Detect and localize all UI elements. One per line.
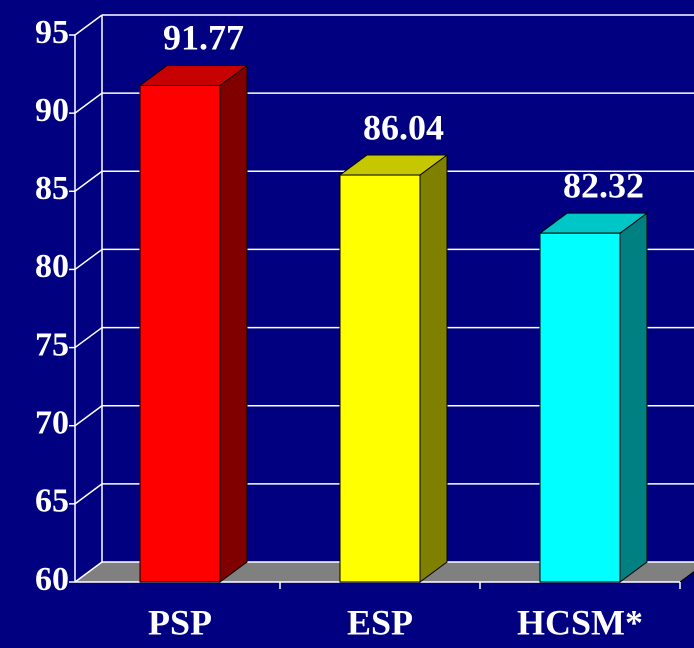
grid-diagonal	[74, 14, 103, 36]
value-label: 86.04	[363, 107, 444, 147]
y-tick-label: 80	[35, 248, 69, 285]
bar-side	[219, 64, 248, 583]
x-tick-label: ESP	[347, 602, 413, 642]
x-tick-label: HCSM*	[517, 602, 643, 642]
y-tick-label: 65	[35, 483, 69, 520]
grid-diagonal	[74, 170, 103, 192]
x-tick-label: PSP	[148, 602, 212, 642]
bar-side	[619, 212, 648, 583]
bar	[539, 232, 621, 583]
y-tick-label: 90	[35, 92, 69, 129]
y-tick-label: 85	[35, 170, 69, 207]
grid-diagonal	[74, 92, 103, 114]
y-tick-label: 95	[35, 14, 69, 51]
y-tick-label: 75	[35, 326, 69, 363]
bar	[139, 84, 221, 583]
y-tick-label: 60	[35, 561, 69, 598]
bar	[339, 174, 421, 583]
grid-diagonal	[74, 248, 103, 271]
grid-diagonal	[74, 405, 103, 427]
grid-diagonal	[74, 561, 103, 583]
grid-diagonal	[74, 483, 103, 505]
y-tick-label: 70	[35, 405, 69, 442]
bar-side	[419, 154, 448, 583]
value-label: 91.77	[163, 18, 244, 58]
value-label: 82.32	[563, 165, 644, 205]
grid-diagonal	[74, 326, 103, 349]
